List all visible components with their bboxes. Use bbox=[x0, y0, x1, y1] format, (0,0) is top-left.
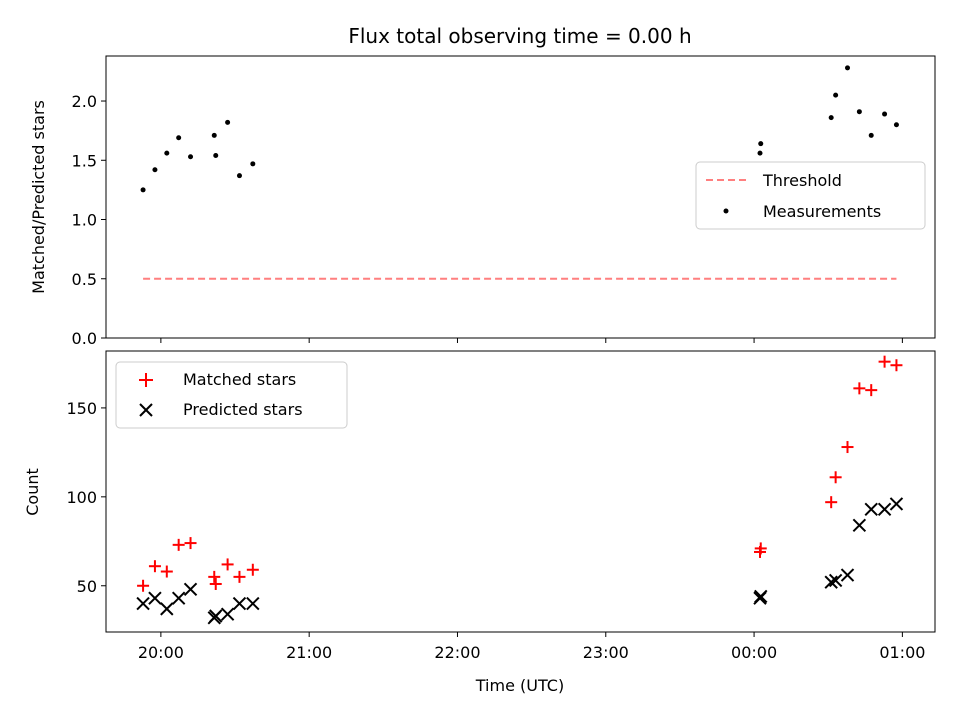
bottom-y-ticks: 50 100 150 bbox=[66, 399, 106, 596]
matched-star-point-8 bbox=[233, 570, 246, 583]
top-y-axis-label: Matched/Predicted stars bbox=[29, 100, 48, 294]
y-tick-label-1-0: 50 bbox=[77, 577, 97, 596]
x-axis-label: Time (UTC) bbox=[475, 676, 564, 695]
measurement-point-17 bbox=[882, 111, 888, 117]
measurement-point-10 bbox=[757, 150, 763, 156]
y-tick-label-0-3: 1.5 bbox=[72, 151, 97, 170]
measurement-point-2 bbox=[164, 150, 170, 156]
matched-star-point-18 bbox=[890, 359, 903, 372]
legend-predicted-swatch bbox=[139, 403, 153, 417]
matched-star-point-3 bbox=[172, 538, 185, 551]
matched-star-point-2 bbox=[160, 565, 173, 578]
legend-matched-swatch bbox=[139, 373, 153, 387]
legend-threshold-label: Threshold bbox=[762, 171, 842, 190]
top-plot-marks bbox=[140, 65, 899, 280]
y-tick-label-0-2: 1.0 bbox=[72, 211, 97, 230]
matched-star-point-5 bbox=[208, 570, 221, 583]
x-tick-label-4: 00:00 bbox=[731, 643, 777, 662]
matched-star-point-17 bbox=[878, 355, 891, 368]
predicted-star-point-16 bbox=[864, 502, 878, 516]
x-tick-label-3: 23:00 bbox=[583, 643, 629, 662]
legend-predicted-label: Predicted stars bbox=[183, 400, 303, 419]
measurement-point-0 bbox=[140, 187, 146, 193]
bottom-plot-frame bbox=[105, 350, 936, 633]
predicted-star-point-12 bbox=[824, 575, 838, 589]
bottom-plot-marks bbox=[136, 355, 904, 625]
top-x-ticks bbox=[160, 338, 903, 343]
measurement-point-1 bbox=[152, 167, 158, 173]
matched-star-point-4 bbox=[184, 537, 197, 550]
predicted-star-point-0 bbox=[136, 596, 150, 611]
predicted-star-point-18 bbox=[889, 497, 904, 511]
legend-matched-label: Matched stars bbox=[183, 370, 296, 389]
flux-ratio-panel: Flux total observing time = 0.00 h Match… bbox=[29, 24, 936, 348]
x-tick-label-0: 20:00 bbox=[138, 643, 184, 662]
star-count-panel: Count Time (UTC) 50 100 150 20:00 21:00 22:0… bbox=[23, 350, 936, 695]
matched-star-point-15 bbox=[853, 382, 866, 395]
predicted-star-point-4 bbox=[183, 582, 198, 597]
measurement-point-12 bbox=[828, 115, 834, 121]
y-tick-label-1-1: 100 bbox=[66, 488, 97, 507]
x-tick-label-1: 21:00 bbox=[286, 643, 332, 662]
x-tick-label-2: 22:00 bbox=[434, 643, 480, 662]
measurement-point-9 bbox=[250, 161, 256, 167]
predicted-star-point-1 bbox=[148, 591, 162, 605]
measurement-point-16 bbox=[868, 132, 874, 138]
predicted-star-point-3 bbox=[171, 591, 186, 605]
predicted-star-point-13 bbox=[828, 573, 843, 588]
y-tick-label-0-4: 2.0 bbox=[72, 92, 97, 111]
measurement-point-11 bbox=[758, 141, 764, 147]
matched-star-point-1 bbox=[148, 560, 161, 573]
measurement-point-14 bbox=[845, 65, 851, 71]
predicted-star-point-15 bbox=[852, 518, 867, 532]
top-plot-frame bbox=[105, 55, 936, 339]
predicted-star-point-11 bbox=[754, 589, 768, 604]
matched-star-point-7 bbox=[221, 558, 234, 571]
matched-star-point-16 bbox=[865, 384, 878, 397]
matched-star-point-6 bbox=[209, 577, 222, 590]
matched-star-point-11 bbox=[754, 542, 767, 555]
predicted-star-point-2 bbox=[160, 602, 174, 616]
predicted-star-point-14 bbox=[840, 568, 855, 582]
measurement-point-5 bbox=[211, 132, 217, 138]
top-legend: Threshold Measurements bbox=[695, 161, 926, 230]
predicted-star-point-9 bbox=[246, 596, 260, 611]
measurement-point-7 bbox=[225, 119, 231, 125]
predicted-star-point-17 bbox=[877, 502, 892, 516]
measurement-point-18 bbox=[893, 122, 899, 128]
matched-star-point-9 bbox=[246, 563, 259, 576]
y-tick-label-1-2: 150 bbox=[66, 399, 97, 418]
bottom-y-axis-label: Count bbox=[23, 468, 42, 516]
matched-star-point-14 bbox=[841, 441, 854, 454]
bottom-legend-box bbox=[115, 361, 348, 429]
legend-measurements-label: Measurements bbox=[763, 202, 881, 221]
predicted-star-point-6 bbox=[209, 609, 223, 623]
measurement-point-8 bbox=[236, 173, 242, 179]
predicted-star-point-8 bbox=[232, 596, 247, 611]
measurement-point-4 bbox=[188, 154, 194, 160]
x-tick-label-5: 01:00 bbox=[879, 643, 925, 662]
measurement-point-13 bbox=[833, 92, 839, 98]
legend-measurements-swatch bbox=[723, 208, 729, 214]
bottom-x-ticks: 20:00 21:00 22:00 23:00 00:00 01:00 bbox=[138, 632, 925, 662]
matched-star-point-12 bbox=[825, 496, 838, 509]
bottom-legend: Matched stars Predicted stars bbox=[115, 361, 348, 429]
measurement-point-15 bbox=[856, 109, 862, 115]
y-tick-label-0-1: 0.5 bbox=[72, 270, 97, 289]
top-legend-box bbox=[695, 161, 926, 230]
y-tick-label-0-0: 0.0 bbox=[72, 329, 97, 348]
measurement-point-6 bbox=[213, 153, 219, 159]
measurement-point-3 bbox=[176, 135, 182, 141]
top-y-ticks: 0.0 0.5 1.0 1.5 2.0 bbox=[72, 92, 106, 348]
matched-star-point-13 bbox=[829, 471, 842, 484]
matched-star-point-0 bbox=[137, 579, 150, 592]
predicted-star-point-7 bbox=[220, 607, 235, 621]
chart-title: Flux total observing time = 0.00 h bbox=[348, 24, 691, 48]
